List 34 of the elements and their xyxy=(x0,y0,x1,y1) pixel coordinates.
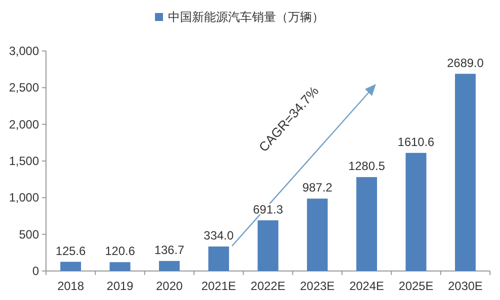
bar xyxy=(158,260,180,271)
x-tick-label: 2022E xyxy=(250,279,286,293)
bar xyxy=(208,246,230,271)
x-tick-label: 2023E xyxy=(300,279,335,293)
y-tick-label: 1,000 xyxy=(8,190,40,205)
bar xyxy=(60,262,82,271)
text: 2689.0 xyxy=(446,56,484,70)
x-tick-label: 2018 xyxy=(57,279,84,293)
text: 125.6 xyxy=(56,244,86,258)
bar xyxy=(356,177,378,271)
x-tick-label: 2030E xyxy=(448,279,483,293)
text: 120.6 xyxy=(104,244,136,258)
text: 334.0 xyxy=(204,228,234,243)
bar xyxy=(454,74,476,271)
bar xyxy=(258,220,278,271)
text: 136.7 xyxy=(154,242,184,257)
text: 1280.5 xyxy=(348,159,386,174)
y-tick-label: 1,500 xyxy=(8,154,40,168)
x-tick-label: 2021E xyxy=(201,279,236,293)
text: 1610.6 xyxy=(398,134,434,149)
bar xyxy=(110,262,130,271)
x-tick-label: 2020 xyxy=(156,279,184,293)
bar xyxy=(306,198,328,271)
y-tick-label: 500 xyxy=(18,227,40,242)
text: 987.2 xyxy=(302,180,332,195)
x-tick-label: 2024E xyxy=(349,279,384,293)
y-tick-label: 2,500 xyxy=(8,80,40,95)
y-tick-label: 2,000 xyxy=(8,117,40,132)
y-tick-label: 0 xyxy=(32,264,40,278)
x-tick-label: 2025E xyxy=(398,279,434,293)
x-tick-label: 2019 xyxy=(106,279,134,293)
legend-label: 中国新能源汽车销量（万辆） xyxy=(168,10,324,24)
bar xyxy=(406,152,426,271)
y-tick-label: 3,000 xyxy=(8,44,40,58)
